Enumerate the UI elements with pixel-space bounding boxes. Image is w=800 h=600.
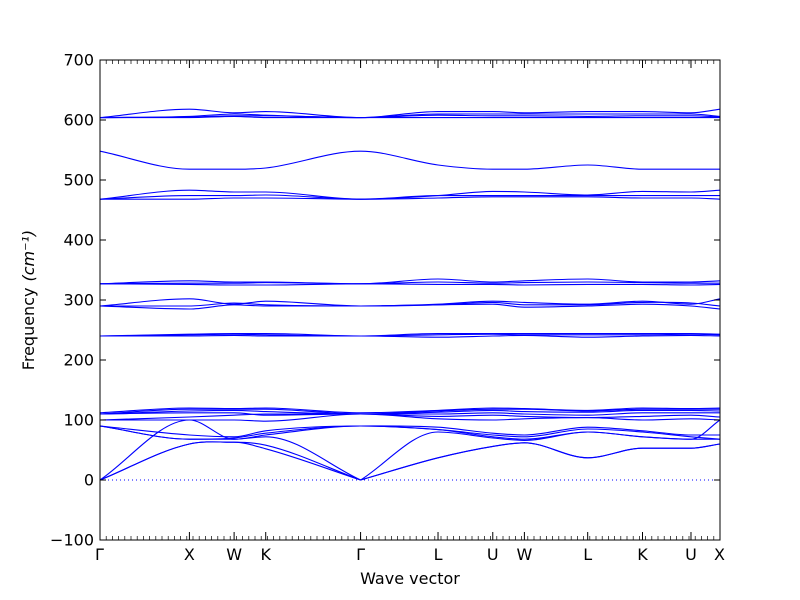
band-line-15 — [99, 333, 721, 337]
band-line-11 — [99, 408, 721, 415]
y-axis-label-text: Frequency — [19, 288, 38, 371]
x-tick-label: U — [685, 545, 697, 564]
band-line-26 — [100, 115, 720, 119]
band-line-5 — [99, 425, 721, 440]
y-tick-label: 200 — [63, 351, 94, 370]
axis-ticks — [99, 59, 721, 541]
y-axis-label: Frequency (cm⁻¹) — [19, 230, 38, 370]
band-line-10 — [99, 409, 721, 415]
band-line-7 — [99, 413, 721, 422]
band-line-6 — [99, 425, 720, 438]
band-line-29 — [99, 108, 721, 119]
band-line-8 — [99, 413, 721, 421]
band-line-20 — [99, 281, 720, 285]
x-tick-label: X — [714, 545, 725, 564]
y-tick-label: 400 — [63, 231, 94, 250]
x-tick-label: W — [516, 545, 532, 564]
y-tick-label: 100 — [63, 411, 94, 430]
band-line-24 — [99, 189, 721, 200]
band-line-9 — [99, 412, 720, 416]
x-tick-label: Γ — [356, 545, 365, 564]
x-tick-label: U — [487, 545, 499, 564]
y-axis-label-unit: (cm⁻¹) — [19, 230, 38, 282]
band-line-27 — [99, 114, 721, 119]
x-tick-label: K — [637, 545, 648, 564]
y-tick-labels: −100 0 100 200 300 400 500 600 700 — [50, 51, 94, 550]
band-line-28 — [99, 113, 721, 119]
band-line-21 — [99, 278, 721, 285]
band-line-14 — [99, 333, 721, 337]
band-line-12 — [99, 407, 721, 414]
band-lines — [99, 108, 721, 481]
plot-frame — [99, 59, 721, 541]
x-tick-label: W — [226, 545, 242, 564]
band-line-22 — [100, 196, 721, 200]
plot-background — [100, 60, 720, 540]
y-tick-label: −100 — [50, 531, 94, 550]
x-tick-label: X — [184, 545, 195, 564]
y-tick-label: 300 — [63, 291, 94, 310]
x-axis-label: Wave vector — [360, 569, 460, 588]
band-line-18 — [99, 298, 721, 307]
x-tick-label: Γ — [95, 545, 104, 564]
band-line-25 — [99, 150, 720, 170]
band-line-19 — [99, 283, 721, 286]
band-line-23 — [99, 194, 720, 200]
y-tick-label: 700 — [63, 51, 94, 70]
y-tick-label: 0 — [84, 471, 94, 490]
y-tick-label: 500 — [63, 171, 94, 190]
x-tick-label: L — [434, 545, 443, 564]
x-tick-label: K — [260, 545, 271, 564]
band-line-13 — [100, 334, 721, 338]
y-tick-label: 600 — [63, 111, 94, 130]
band-line-2 — [99, 441, 721, 481]
x-tick-label: L — [583, 545, 592, 564]
